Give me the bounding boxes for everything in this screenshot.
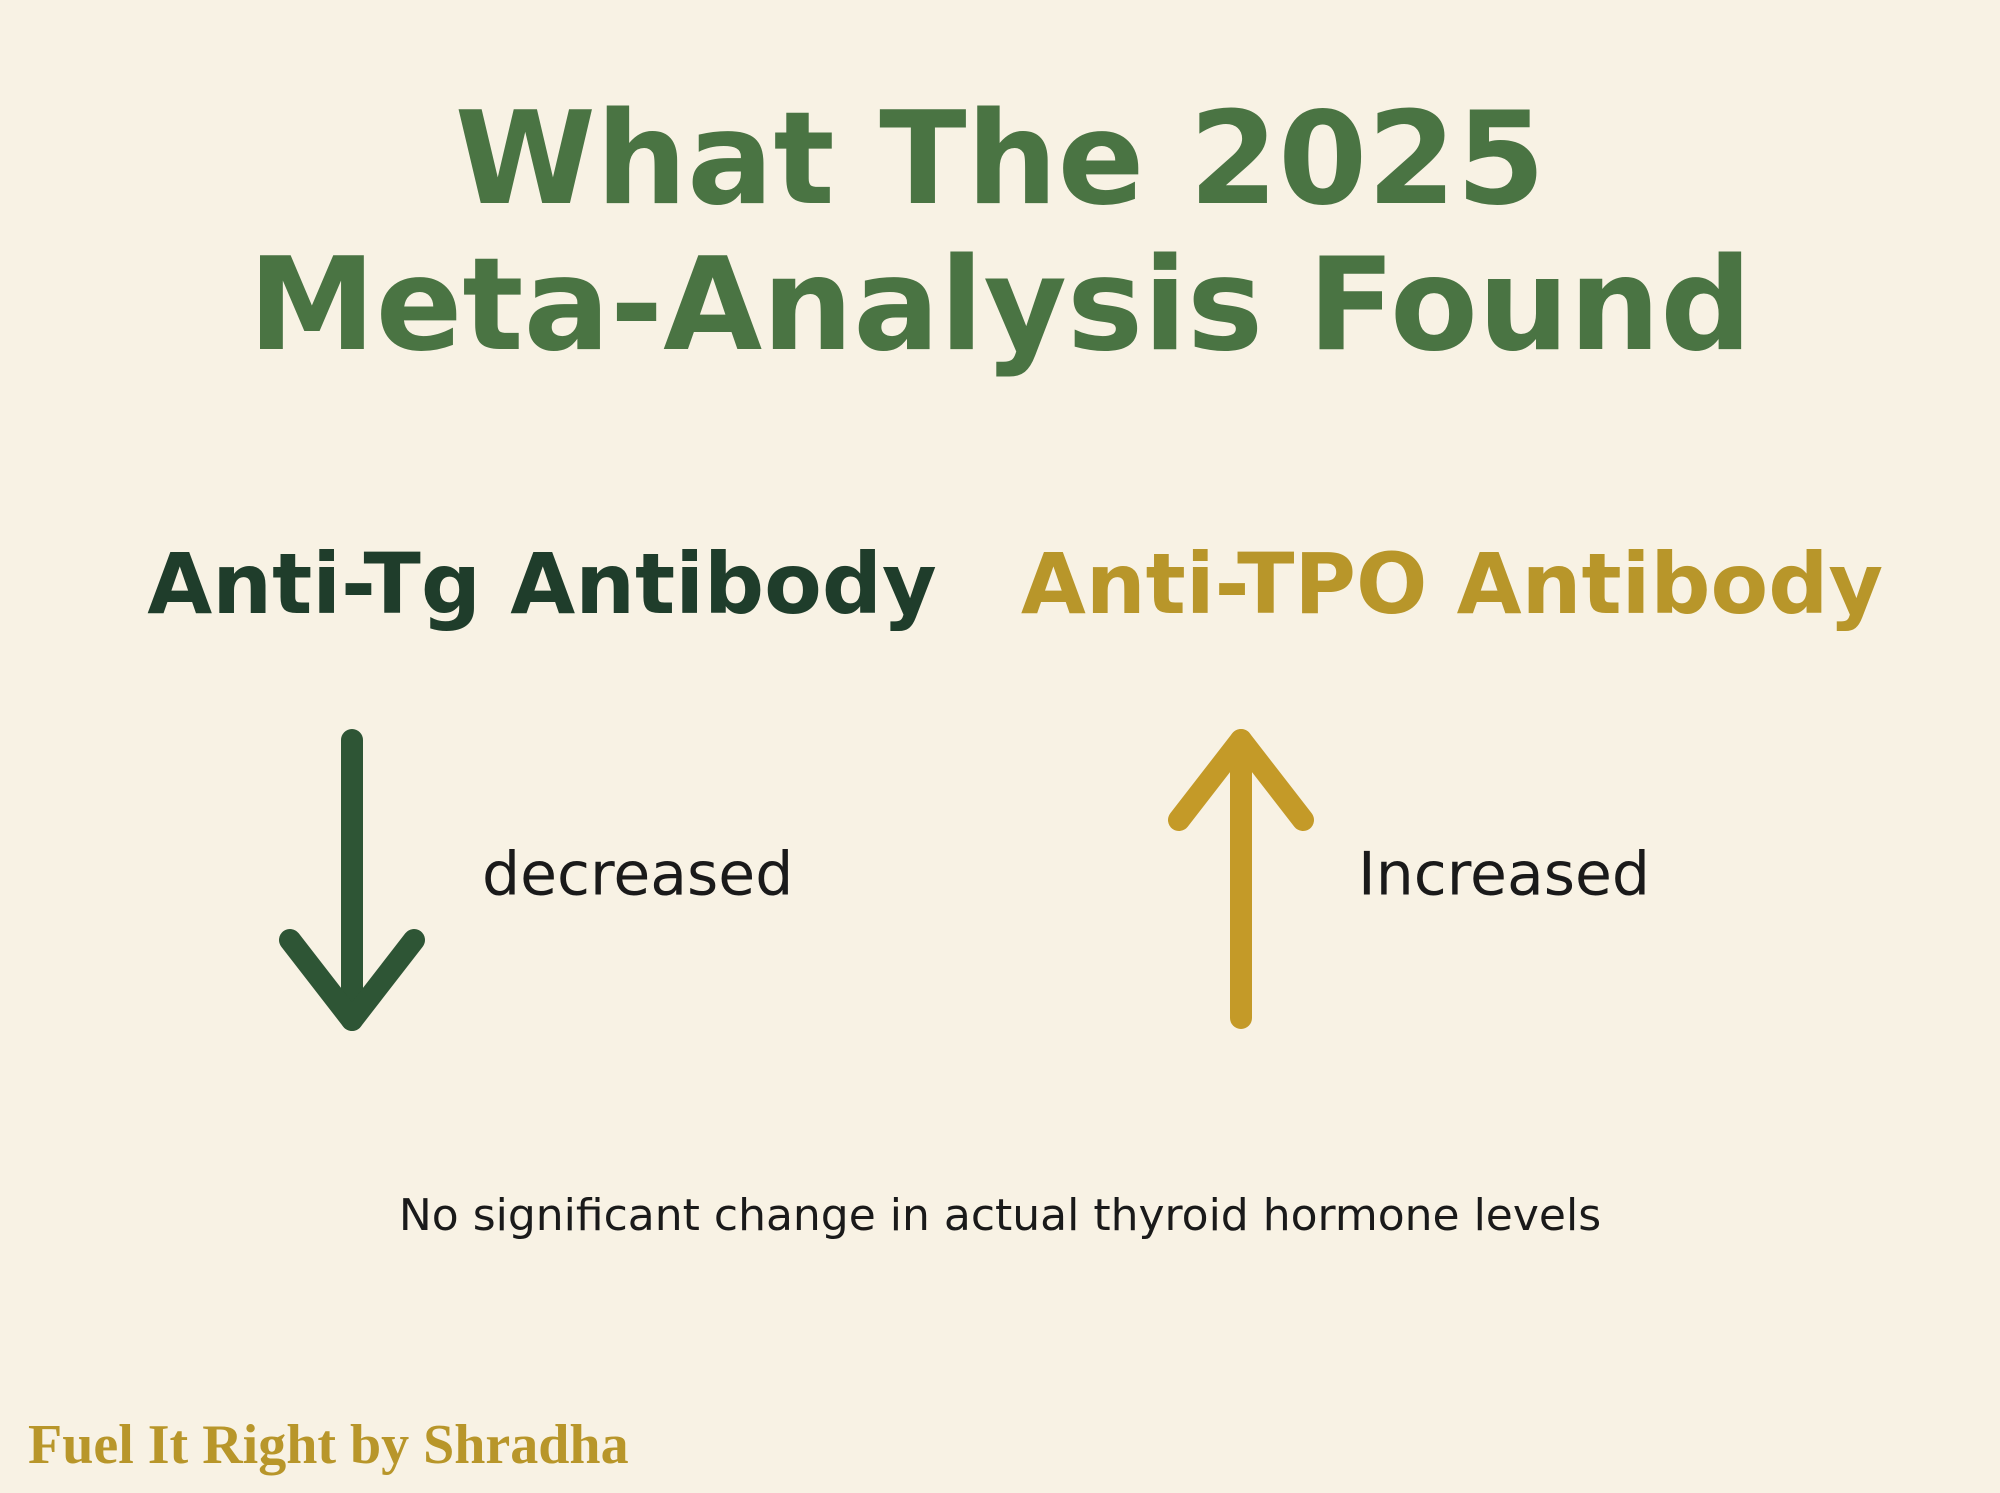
note: No significant change in actual thyroid … bbox=[399, 1190, 1601, 1241]
finding-label: Anti-TPO Antibody bbox=[1021, 535, 1883, 633]
brand: Fuel It Right by Shradha bbox=[28, 1414, 629, 1476]
finding-direction: decreased bbox=[482, 840, 793, 910]
finding-direction: Increased bbox=[1358, 840, 1650, 910]
down-arrow bbox=[279, 729, 425, 1031]
finding-label: Anti-Tg Antibody bbox=[147, 535, 936, 633]
up-arrow bbox=[1168, 729, 1314, 1029]
title-line: What The 2025 bbox=[455, 85, 1546, 234]
title-line: Meta-Analysis Found bbox=[248, 231, 1752, 380]
